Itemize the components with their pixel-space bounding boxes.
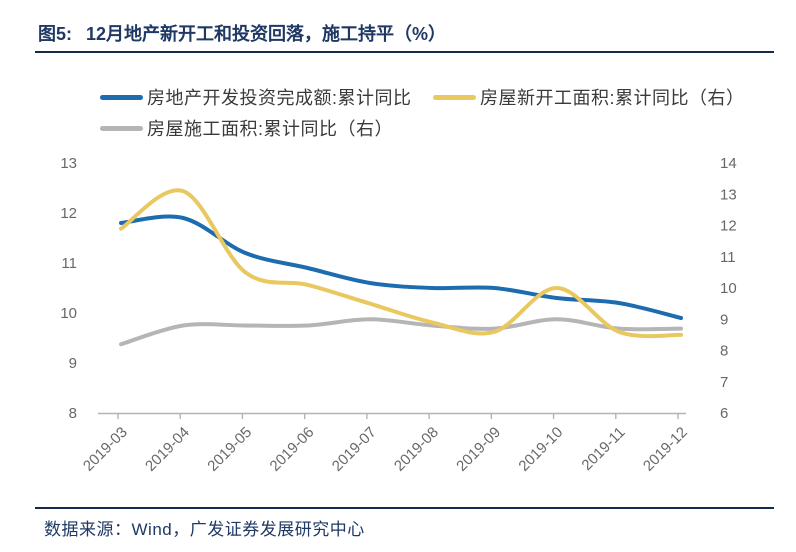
- x-tick-label: 2019-06: [267, 424, 318, 475]
- x-tick-label: 2019-08: [391, 424, 442, 475]
- series-line-2: [119, 317, 683, 347]
- legend-label-under-construction: 房屋施工面积:累计同比（右）: [147, 119, 393, 139]
- series-line-0: [119, 214, 683, 320]
- right-axis-tick-label: 9: [720, 311, 728, 328]
- left-axis-tick-label: 11: [61, 255, 77, 272]
- right-axis-tick-label: 7: [720, 374, 728, 391]
- legend-label-investment: 房地产开发投资完成额:累计同比: [147, 88, 412, 108]
- left-axis-tick-label: 12: [60, 205, 77, 222]
- legend-swatch-gray-line: [100, 125, 143, 131]
- x-tick-label: 2019-05: [204, 424, 255, 475]
- footer-divider: [35, 507, 774, 509]
- title-underline: [35, 51, 774, 53]
- x-tick-label: 2019-04: [142, 424, 193, 475]
- figure-number-label: 图5:: [38, 24, 73, 44]
- x-tick-label: 2019-07: [329, 424, 380, 475]
- legend-label-new-starts: 房屋新开工面积:累计同比（右）: [480, 88, 745, 108]
- x-tick-label: 2019-10: [515, 424, 566, 475]
- legend-item-under-construction: 房屋施工面积:累计同比（右）: [100, 117, 393, 139]
- right-axis-tick-label: 11: [720, 249, 736, 266]
- right-axis-tick-label: 8: [720, 343, 728, 360]
- legend-swatch-blue-line: [100, 94, 143, 100]
- data-source-note: 数据来源：Wind，广发证券发展研究中心: [44, 520, 365, 539]
- x-tick-label: 2019-03: [80, 424, 131, 475]
- x-tick-label: 2019-09: [453, 424, 504, 475]
- right-axis-tick-label: 6: [720, 405, 728, 422]
- left-axis-tick-label: 10: [60, 305, 77, 322]
- legend-swatch-yellow-line: [433, 94, 476, 100]
- right-axis-tick-label: 13: [720, 186, 737, 203]
- x-tick-label: 2019-11: [578, 424, 628, 474]
- right-axis-tick-label: 10: [720, 280, 737, 297]
- x-tick-label: 2019-12: [640, 424, 691, 475]
- left-axis-tick-label: 9: [69, 355, 77, 372]
- figure-title: 12月地产新开工和投资回落，施工持平（%）: [86, 24, 447, 44]
- right-axis-tick-label: 12: [720, 218, 737, 235]
- series-line-1: [119, 188, 683, 339]
- legend-item-new-starts: 房屋新开工面积:累计同比（右）: [433, 86, 745, 108]
- left-axis-tick-label: 8: [69, 405, 77, 422]
- right-axis-tick-label: 14: [720, 155, 737, 172]
- figure-title-row: 图5: 12月地产新开工和投资回落，施工持平（%）: [38, 22, 446, 46]
- left-axis-tick-label: 13: [60, 155, 77, 172]
- legend-item-investment: 房地产开发投资完成额:累计同比: [100, 86, 412, 108]
